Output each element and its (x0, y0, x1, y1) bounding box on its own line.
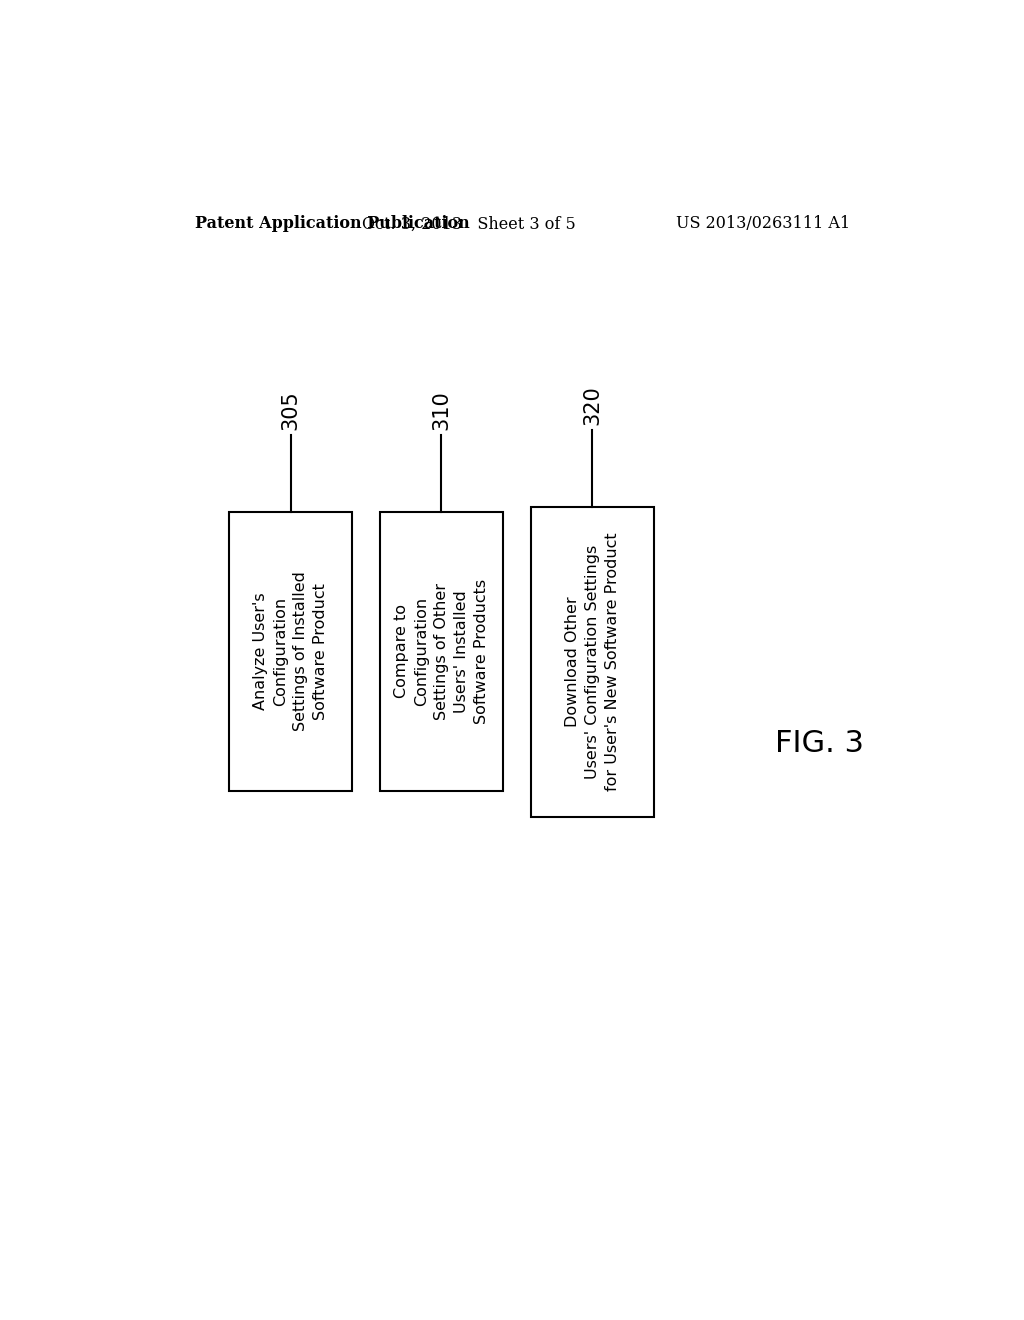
Text: 320: 320 (583, 385, 602, 425)
Bar (530, 507, 653, 817)
Bar (229, 512, 352, 791)
Text: 310: 310 (431, 391, 452, 430)
Bar (380, 512, 503, 791)
Text: Compare to
Configuration
Settings of Other
Users' Installed
Software Products: Compare to Configuration Settings of Oth… (394, 578, 488, 723)
Text: FIG. 3: FIG. 3 (775, 730, 864, 759)
Text: Patent Application Publication: Patent Application Publication (196, 215, 470, 232)
Text: Analyze User's
Configuration
Settings of Installed
Software Product: Analyze User's Configuration Settings of… (254, 572, 328, 731)
Text: US 2013/0263111 A1: US 2013/0263111 A1 (676, 215, 850, 232)
Text: Oct. 3, 2013   Sheet 3 of 5: Oct. 3, 2013 Sheet 3 of 5 (362, 215, 577, 232)
Text: Download Other
Users' Configuration Settings
for User's New Software Product: Download Other Users' Configuration Sett… (565, 532, 620, 791)
Text: 305: 305 (281, 391, 301, 430)
